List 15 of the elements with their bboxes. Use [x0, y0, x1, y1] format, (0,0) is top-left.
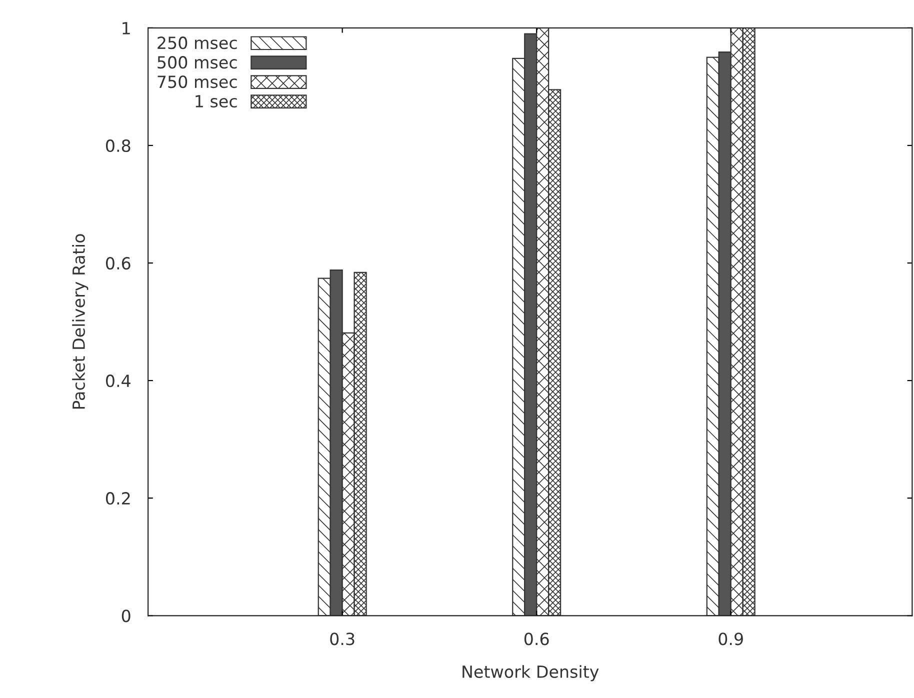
y-tick-label: 1 [122, 22, 130, 34]
x-tick-label: 0.9 [718, 632, 743, 646]
legend-label: 500 msec [158, 56, 237, 69]
x-tick-label: 0.3 [330, 632, 354, 646]
y-tick-label: 0.2 [106, 492, 130, 505]
x-tick-label: 0.6 [524, 632, 549, 646]
legend-label: 750 msec [158, 75, 237, 88]
x-axis-title: Network Density [462, 665, 599, 682]
y-tick-label: 0.4 [106, 374, 130, 388]
y-tick-label: 0.8 [106, 139, 130, 152]
y-tick-label: 0 [122, 610, 130, 622]
legend-label: 250 msec [158, 36, 237, 50]
y-axis-title: Packet Delivery Ratio [72, 234, 88, 409]
y-tick-label: 0.6 [106, 256, 130, 270]
legend-label: 1 sec [196, 95, 237, 108]
